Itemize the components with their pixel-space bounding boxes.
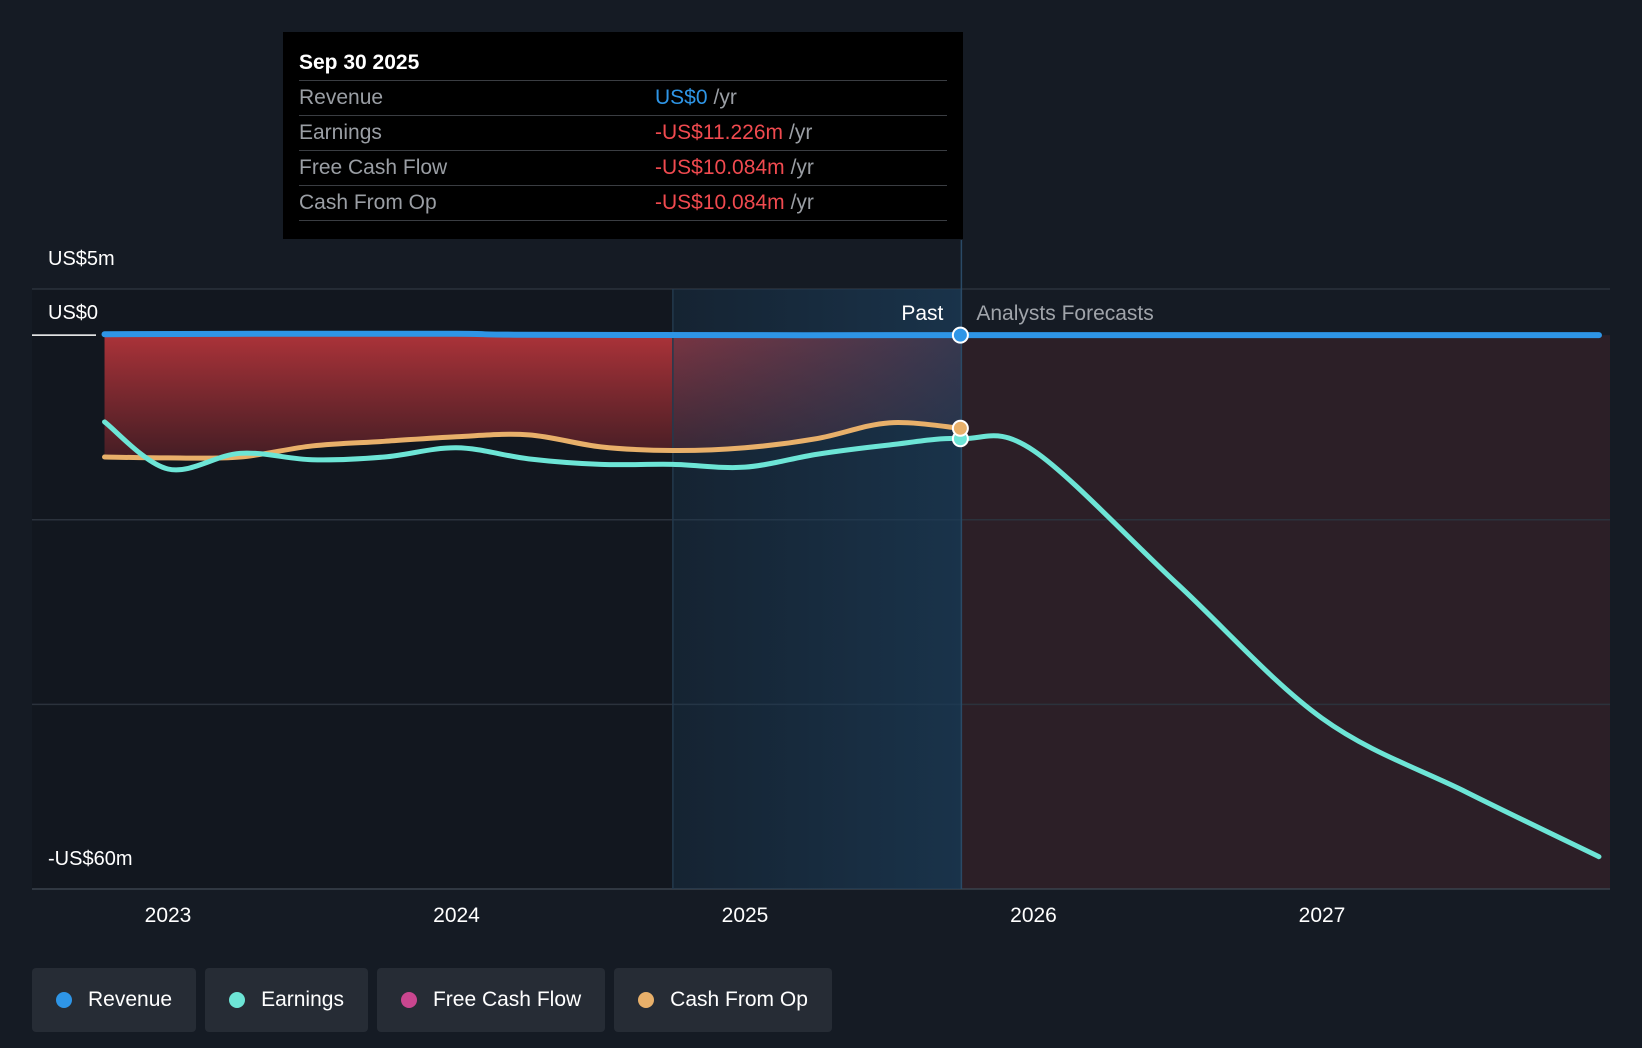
forecast-label: Analysts Forecasts: [976, 302, 1153, 325]
highlight-region: [672, 289, 962, 889]
tooltip-date: Sep 30 2025: [299, 51, 420, 74]
tooltip-value: -US$11.226m: [655, 121, 784, 144]
tooltip-label: Revenue: [299, 86, 384, 109]
marker-revenue: [951, 326, 969, 344]
legend-label: Free Cash Flow: [432, 988, 582, 1011]
x-tick-label: 2027: [1299, 904, 1346, 927]
x-tick-label: 2026: [1010, 904, 1057, 927]
tooltip-unit: /yr: [790, 156, 814, 179]
legend-label: Revenue: [88, 988, 173, 1011]
tooltip-value: -US$10.084m: [655, 191, 785, 214]
tooltip: Sep 30 2025 Revenue US$0/yr Earnings -US…: [283, 32, 963, 239]
y-tick-label: US$0: [48, 302, 98, 324]
legend-label: Cash From Op: [670, 988, 808, 1011]
y-tick-label: -US$60m: [48, 848, 132, 870]
x-tick-label: 2025: [722, 904, 769, 927]
legend-item-earnings[interactable]: Earnings: [205, 968, 368, 1032]
tooltip-label: Earnings: [299, 121, 382, 144]
series-line-revenue: [101, 330, 1602, 339]
legend-item-revenue[interactable]: Revenue: [32, 968, 197, 1032]
tooltip-label: Free Cash Flow: [299, 156, 448, 179]
past-label: Past: [901, 302, 943, 325]
legend-item-cash-from-op[interactable]: Cash From Op: [614, 968, 832, 1032]
marker-cash-from-op: [951, 419, 969, 437]
x-tick-label: 2024: [433, 904, 480, 927]
forecast-region: [961, 335, 1610, 890]
tooltip-row-free-cash-flow: Free Cash Flow -US$10.084m/yr: [299, 150, 947, 185]
series-line-earnings: [102, 419, 1602, 860]
tooltip-row-revenue: Revenue US$0/yr: [299, 80, 947, 115]
tooltip-value: US$0: [655, 86, 708, 109]
legend-label: Earnings: [261, 988, 344, 1011]
y-tick-label: US$5m: [48, 248, 115, 270]
series-line-cash-from-op: [102, 420, 964, 461]
tooltip-value: -US$10.084m: [655, 156, 785, 179]
revenue-dot-icon: [56, 992, 72, 1008]
tooltip-unit: /yr: [789, 121, 813, 144]
legend: Revenue Earnings Free Cash Flow Cash Fro…: [32, 968, 832, 1032]
free-cash-flow-dot-icon: [400, 992, 417, 1008]
tooltip-label: Cash From Op: [299, 191, 437, 214]
cash-from-op-dot-icon: [638, 992, 655, 1008]
earnings-dot-icon: [229, 992, 246, 1008]
tooltip-row-earnings: Earnings -US$11.226m/yr: [299, 115, 947, 150]
tooltip-row-cash-from-op: Cash From Op -US$10.084m/yr: [299, 185, 947, 221]
tooltip-unit: /yr: [713, 86, 737, 109]
tooltip-unit: /yr: [790, 191, 814, 214]
x-tick-label: 2023: [145, 904, 192, 927]
legend-item-free-cash-flow[interactable]: Free Cash Flow: [376, 968, 606, 1032]
